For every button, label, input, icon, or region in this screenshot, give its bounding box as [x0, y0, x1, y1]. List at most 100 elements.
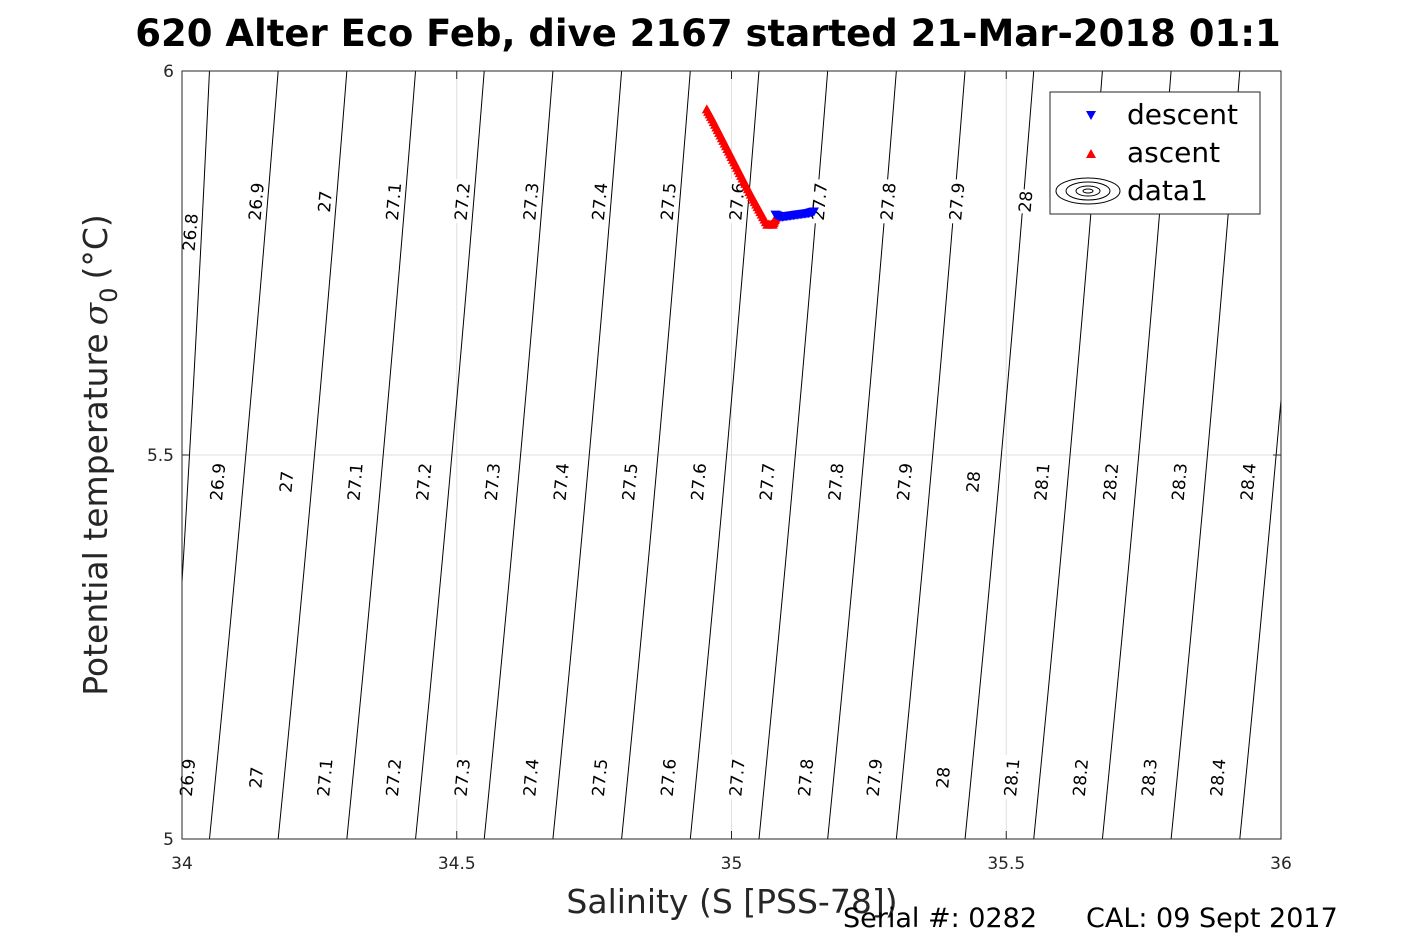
contour-label-bg	[205, 459, 230, 505]
chart-title: 620 Alter Eco Feb, dive 2167 started 21-…	[135, 12, 1280, 55]
contour-label-bg	[999, 754, 1024, 801]
contour-label-text: 27.9	[894, 462, 917, 501]
contour-label-text: 28	[963, 470, 985, 493]
contour-label: 28	[1014, 188, 1037, 215]
contour-label-bg	[450, 754, 475, 801]
contour-label: 27.8	[793, 754, 818, 801]
contour-label: 28.3	[1167, 459, 1192, 505]
contour-label-bg	[686, 459, 711, 505]
contour-label-bg	[381, 178, 406, 225]
contour-label: 27.2	[381, 754, 406, 801]
contour-label: 26.9	[175, 754, 200, 801]
x-tick-label: 35.5	[987, 854, 1025, 874]
contour-label-text: 27.6	[658, 758, 681, 797]
density-contours: 26.8 26.9 27 27.1 27.2 27.3 27.4 27.5 27.6 27.7 27…	[175, 71, 1281, 839]
legend-ascent-label: ascent	[1127, 136, 1220, 169]
contour-label-bg	[1030, 459, 1054, 505]
isopycnal-line	[346, 71, 417, 839]
contour-label: 27.1	[312, 754, 338, 801]
contour-label-text: 27.4	[589, 182, 612, 221]
contour-label-bg	[1236, 459, 1260, 505]
legend-descent-marker	[1086, 111, 1096, 120]
contour-label: 27.6	[656, 754, 681, 801]
contour-label-text: 27.1	[383, 182, 406, 221]
y-axis-label: Potential temperature σ0 (°C)	[76, 214, 123, 696]
contour-label: 28.2	[1098, 459, 1123, 505]
legend[interactable]: descent ascent data1	[1049, 91, 1261, 215]
legend-contour-icon	[1055, 177, 1121, 205]
x-tick-label: 34.5	[438, 854, 476, 874]
y-tick-label: 6	[163, 62, 174, 82]
contour-label-text: 27.1	[314, 758, 337, 797]
contour-label-text: 27.3	[452, 758, 475, 797]
contour-label-text: 28.4	[1207, 758, 1230, 797]
contour-label-bg	[312, 754, 337, 801]
isopycnal-line	[277, 71, 348, 839]
contour-label-text: 26.9	[246, 182, 269, 221]
contour-label: 27.3	[450, 754, 475, 801]
isopycnal-line	[483, 71, 554, 839]
contour-label-text: 28.3	[1138, 758, 1161, 797]
contour-label-text: 26.9	[207, 462, 230, 501]
contour-label-text: 27.1	[344, 462, 367, 501]
legend-box	[1049, 91, 1261, 215]
isopycnal-line	[208, 71, 279, 839]
contour-label-text: 27.5	[589, 758, 612, 797]
contour-label-bg	[962, 469, 985, 495]
x-axis-label: Salinity (S [PSS-78])	[566, 882, 897, 921]
contour-label-text: 27.9	[946, 182, 969, 221]
descent-point	[808, 207, 819, 217]
contour-label-bg	[932, 764, 955, 791]
contour-label-text: 27	[276, 470, 298, 493]
contour-label-text: 27.2	[413, 462, 436, 501]
x-tick-label: 35	[721, 854, 743, 874]
legend-ascent-marker	[1086, 149, 1096, 158]
contour-label-text: 27	[315, 190, 337, 213]
contour-label-bg	[656, 178, 681, 225]
contour-label-bg	[450, 178, 475, 225]
contour-label-bg	[892, 459, 917, 505]
contour-label-text: 27.7	[757, 462, 780, 501]
contour-label-bg	[313, 188, 336, 215]
contour-label-bg	[244, 178, 269, 225]
contour-label-bg	[480, 459, 505, 505]
contour-label-text: 27.2	[383, 758, 406, 797]
contour-label: 27.5	[656, 178, 681, 225]
contour-label-bg	[1167, 459, 1192, 505]
calibration-date: CAL: 09 Sept 2017	[1086, 903, 1338, 934]
contour-label-bg	[862, 754, 887, 801]
contour-label: 27.8	[876, 178, 901, 225]
contour-label-bg	[944, 178, 969, 225]
contour-label: 27	[313, 188, 337, 215]
contour-label: 27.2	[450, 178, 475, 225]
y-tick-label: 5.5	[147, 446, 174, 466]
isopycnal-line	[552, 71, 623, 839]
contour-label-text: 27.3	[520, 182, 543, 221]
contour-label: 27.3	[480, 459, 505, 505]
contour-label: 27.2	[411, 459, 436, 505]
contour-label-text: 27.5	[658, 182, 681, 221]
contour-label: 28.4	[1205, 754, 1230, 801]
contour-label-text: 28.1	[1031, 462, 1054, 501]
contour-label-text: 27.7	[726, 758, 749, 797]
contour-label: 27	[245, 764, 268, 791]
contour-label-bg	[656, 754, 681, 801]
contour-label-bg	[587, 754, 612, 801]
contour-label: 27.7	[755, 459, 780, 505]
serial-number: Serial #: 0282	[843, 903, 1037, 934]
contour-label: 28	[962, 469, 985, 495]
contour-label-bg	[343, 459, 368, 505]
contour-label-bg	[178, 209, 203, 256]
y-axis-label-symbol: σ	[76, 301, 115, 325]
contour-label-text: 27.4	[551, 462, 574, 501]
contour-label-bg	[617, 459, 642, 505]
contour-label-bg	[1205, 754, 1230, 801]
isopycnal-line	[621, 71, 691, 839]
contour-label: 28.1	[1030, 459, 1055, 505]
contour-label-text: 26.9	[177, 758, 200, 797]
contour-label-text: 27.2	[452, 182, 475, 221]
contour-label-bg	[519, 178, 543, 225]
contour-label-text: 28	[933, 766, 955, 789]
contour-label-bg	[587, 178, 612, 225]
contour-label-bg	[755, 459, 780, 505]
